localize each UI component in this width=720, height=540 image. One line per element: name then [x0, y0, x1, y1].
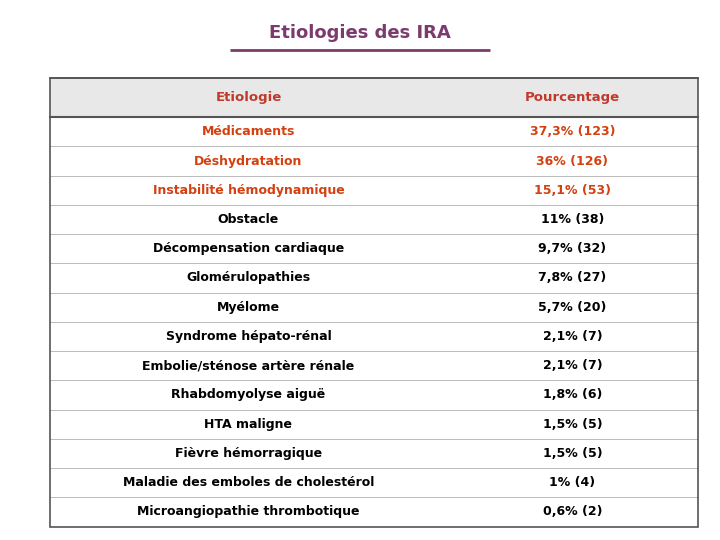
Text: 1,5% (5): 1,5% (5) — [543, 417, 602, 431]
Text: Etiologie: Etiologie — [215, 91, 282, 104]
Text: 37,3% (123): 37,3% (123) — [530, 125, 615, 138]
Text: Pourcentage: Pourcentage — [525, 91, 620, 104]
Text: 36% (126): 36% (126) — [536, 154, 608, 167]
Text: 7,8% (27): 7,8% (27) — [539, 272, 606, 285]
Text: Microangiopathie thrombotique: Microangiopathie thrombotique — [137, 505, 360, 518]
Text: Embolie/sténose artère rénale: Embolie/sténose artère rénale — [143, 359, 354, 372]
Text: 1,8% (6): 1,8% (6) — [543, 388, 602, 401]
Text: 2,1% (7): 2,1% (7) — [543, 359, 602, 372]
Text: Obstacle: Obstacle — [217, 213, 279, 226]
Text: Myélome: Myélome — [217, 301, 280, 314]
Text: Rhabdomyolyse aiguë: Rhabdomyolyse aiguë — [171, 388, 325, 401]
Text: 0,6% (2): 0,6% (2) — [543, 505, 602, 518]
Text: Déshydratation: Déshydratation — [194, 154, 302, 167]
Text: 1,5% (5): 1,5% (5) — [543, 447, 602, 460]
Text: Glomérulopathies: Glomérulopathies — [186, 272, 310, 285]
Text: 9,7% (32): 9,7% (32) — [539, 242, 606, 255]
Bar — [50, 78, 698, 526]
Text: Décompensation cardiaque: Décompensation cardiaque — [153, 242, 344, 255]
Text: Médicaments: Médicaments — [202, 125, 295, 138]
Text: 11% (38): 11% (38) — [541, 213, 604, 226]
Text: HTA maligne: HTA maligne — [204, 417, 292, 431]
Text: 1% (4): 1% (4) — [549, 476, 595, 489]
Text: Instabilité hémodynamique: Instabilité hémodynamique — [153, 184, 344, 197]
Text: 2,1% (7): 2,1% (7) — [543, 330, 602, 343]
Text: 5,7% (20): 5,7% (20) — [539, 301, 606, 314]
Text: Maladie des emboles de cholestérol: Maladie des emboles de cholestérol — [122, 476, 374, 489]
Text: Fièvre hémorragique: Fièvre hémorragique — [175, 447, 322, 460]
Text: Etiologies des IRA: Etiologies des IRA — [269, 24, 451, 42]
Text: 15,1% (53): 15,1% (53) — [534, 184, 611, 197]
Bar — [50, 78, 698, 117]
Text: Syndrome hépato-rénal: Syndrome hépato-rénal — [166, 330, 331, 343]
